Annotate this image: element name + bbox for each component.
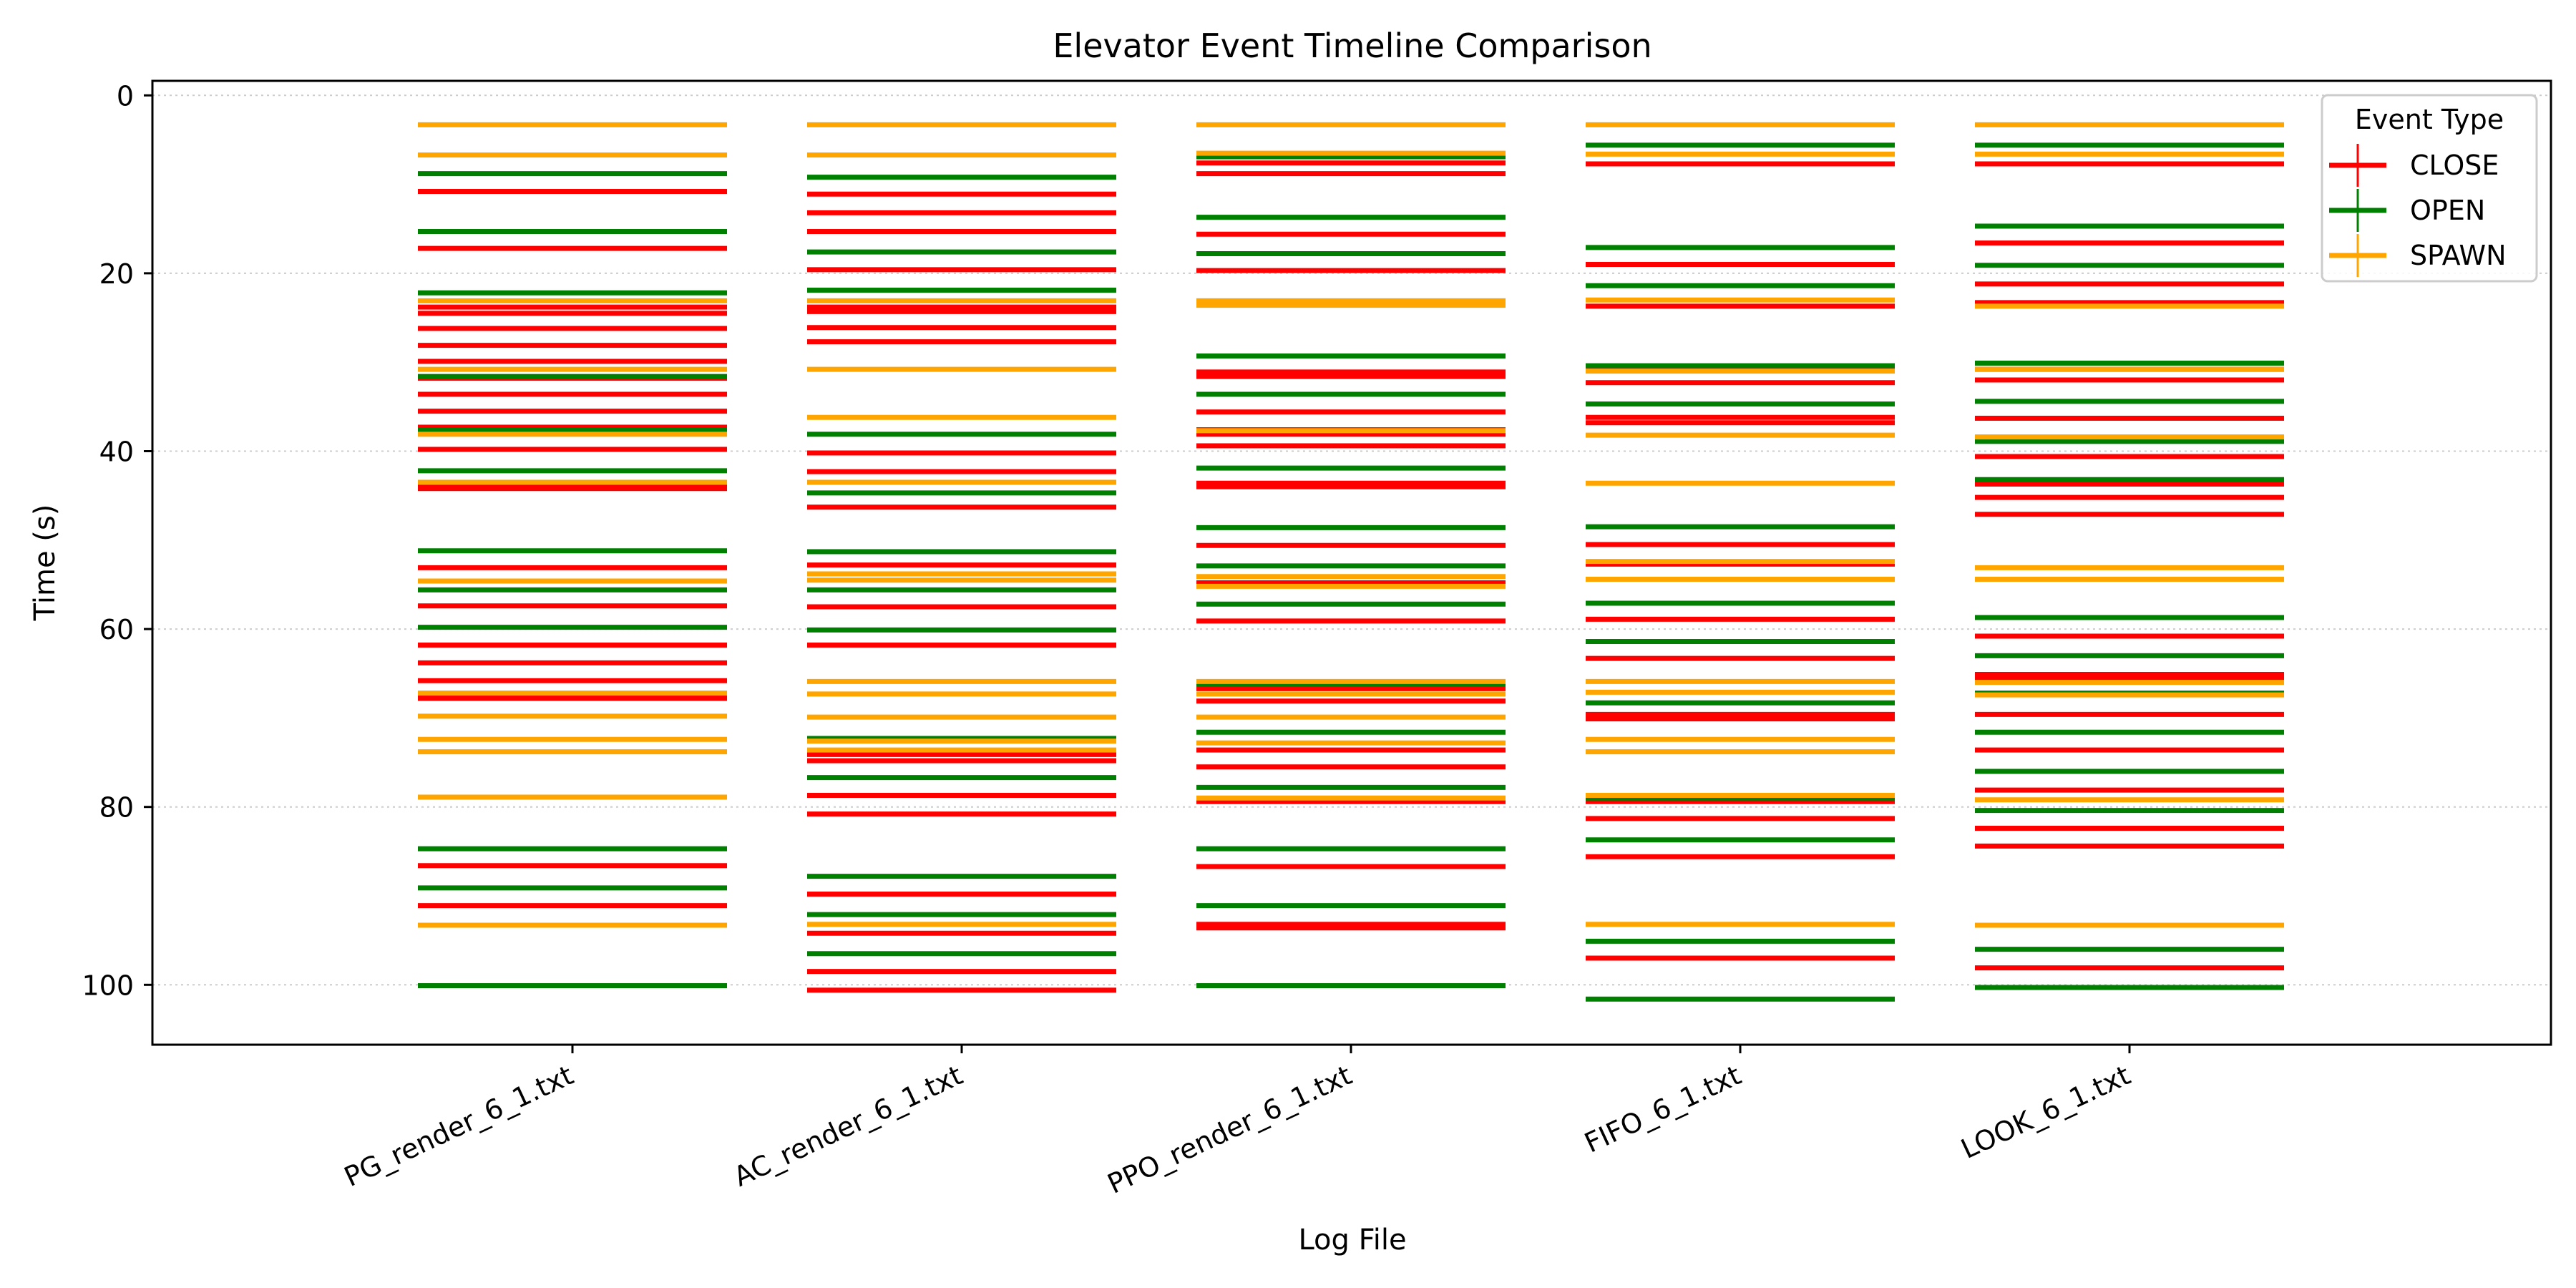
- gridlines: [152, 94, 2551, 986]
- y-axis-label: Time (s): [29, 504, 62, 622]
- legend-title: Event Type: [2355, 104, 2504, 135]
- y-tick-label: 60: [99, 614, 134, 645]
- y-tick-label: 20: [99, 258, 134, 290]
- legend-box: [2321, 94, 2538, 283]
- event-lines: [418, 122, 2284, 1002]
- y-tick-label: 0: [117, 80, 134, 112]
- legend-label-close: CLOSE: [2410, 150, 2499, 181]
- y-axis: 0 20 40 60 80 100: [82, 80, 152, 1001]
- y-tick-label: 80: [99, 792, 134, 824]
- legend-label-open: OPEN: [2410, 195, 2485, 226]
- x-axis-label: Log File: [1298, 1224, 1406, 1257]
- legend: Event Type CLOSE OPEN SPAWN: [2321, 94, 2538, 283]
- y-tick-label: 40: [99, 436, 134, 468]
- legend-label-spawn: SPAWN: [2410, 240, 2507, 271]
- chart-title: Elevator Event Timeline Comparison: [1053, 26, 1652, 65]
- y-tick-label: 100: [82, 970, 134, 1001]
